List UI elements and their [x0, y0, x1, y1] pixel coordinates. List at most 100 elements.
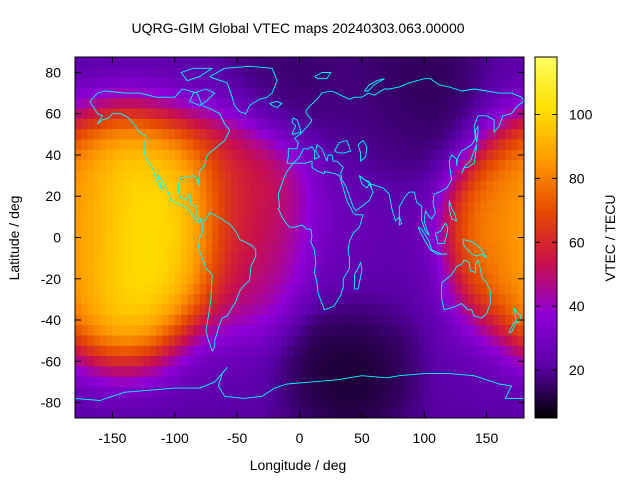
heatmap-cell [399, 325, 407, 337]
heatmap-cell [430, 149, 438, 161]
heatmap-cell [93, 263, 101, 275]
heatmap-cell [442, 67, 450, 79]
heatmap-cell [243, 294, 251, 306]
heatmap-cell [199, 325, 207, 337]
heatmap-cell [442, 129, 450, 141]
heatmap-cell [143, 273, 151, 285]
heatmap-cell [124, 273, 132, 285]
heatmap-cell [399, 387, 407, 398]
heatmap-cell [262, 149, 269, 161]
heatmap-cell [93, 67, 101, 79]
heatmap-cell [124, 180, 132, 192]
heatmap-cell [305, 273, 313, 285]
heatmap-cell [237, 335, 244, 347]
heatmap-cell [293, 160, 301, 172]
heatmap-cell [230, 108, 238, 120]
heatmap-cell [81, 77, 89, 89]
heatmap-cell [149, 160, 157, 172]
heatmap-cell [137, 387, 145, 398]
heatmap-cell [461, 273, 469, 285]
y-tick-label: 20 [45, 188, 61, 204]
heatmap-cell [106, 407, 114, 418]
heatmap-cell [511, 77, 519, 89]
heatmap-cell [112, 170, 120, 182]
heatmap-cell [237, 407, 244, 418]
heatmap-cell [143, 67, 151, 79]
heatmap-cell [311, 397, 319, 409]
heatmap-cell [274, 170, 282, 182]
heatmap-cell [386, 314, 394, 326]
heatmap-cell [355, 356, 363, 368]
heatmap-cell [405, 304, 413, 316]
heatmap-cell [137, 98, 145, 110]
heatmap-cell [474, 201, 481, 213]
heatmap-cell [399, 57, 407, 68]
heatmap-cell [131, 170, 138, 182]
heatmap-cell [106, 314, 114, 326]
heatmap-cell [380, 139, 388, 151]
heatmap-cell [405, 314, 413, 326]
heatmap-cell [118, 118, 126, 130]
heatmap-cell [187, 211, 195, 223]
heatmap-cell [474, 345, 481, 357]
heatmap-cell [461, 67, 469, 79]
heatmap-cell [293, 170, 301, 182]
heatmap-cell [368, 387, 375, 398]
heatmap-cell [156, 397, 163, 409]
heatmap-cell [299, 201, 307, 213]
heatmap-cell [455, 366, 463, 378]
heatmap-cell [199, 335, 207, 347]
heatmap-cell [274, 108, 282, 120]
heatmap-cell [243, 211, 251, 223]
heatmap-cell [455, 211, 463, 223]
heatmap-cell [143, 180, 151, 192]
heatmap-cell [517, 222, 524, 233]
heatmap-cell [280, 407, 288, 418]
heatmap-cell [237, 67, 244, 79]
heatmap-cell [336, 356, 344, 368]
heatmap-cell [461, 232, 469, 244]
heatmap-cell [461, 356, 469, 368]
heatmap-cell [492, 232, 500, 244]
heatmap-cell [162, 376, 170, 388]
heatmap-cell [393, 98, 400, 110]
heatmap-cell [143, 160, 151, 172]
heatmap-cell [212, 129, 220, 141]
heatmap-cell [393, 335, 400, 347]
heatmap-cell [243, 87, 251, 99]
heatmap-cell [474, 191, 481, 202]
heatmap-cell [268, 407, 276, 418]
heatmap-cell [124, 160, 132, 172]
heatmap-cell [349, 211, 357, 223]
heatmap-cell [480, 407, 488, 418]
heatmap-cell [442, 57, 450, 68]
heatmap-cell [417, 304, 425, 316]
heatmap-cell [255, 98, 263, 110]
heatmap-cell [156, 149, 163, 161]
heatmap-cell [81, 211, 89, 223]
heatmap-cell [318, 366, 326, 378]
heatmap-cell [380, 77, 388, 89]
heatmap-cell [187, 283, 195, 295]
heatmap-cell [455, 242, 463, 254]
heatmap-cell [174, 67, 182, 79]
heatmap-cell [212, 407, 220, 418]
heatmap-cell [249, 170, 257, 182]
heatmap-cell [131, 139, 138, 151]
heatmap-cell [517, 304, 524, 316]
heatmap-cell [187, 242, 195, 254]
heatmap-cell [287, 98, 294, 110]
heatmap-cell [262, 242, 269, 254]
heatmap-cell [268, 242, 276, 254]
heatmap-cell [162, 366, 170, 378]
coast-ellesmere [180, 67, 213, 82]
heatmap-cell [492, 345, 500, 357]
heatmap-cell [293, 139, 301, 151]
heatmap-cell [461, 252, 469, 264]
heatmap-cell [99, 387, 107, 398]
heatmap-cell [143, 242, 151, 254]
heatmap-cell [486, 376, 494, 388]
heatmap-cell [93, 98, 101, 110]
heatmap-cell [424, 149, 432, 161]
heatmap-cell [336, 242, 344, 254]
